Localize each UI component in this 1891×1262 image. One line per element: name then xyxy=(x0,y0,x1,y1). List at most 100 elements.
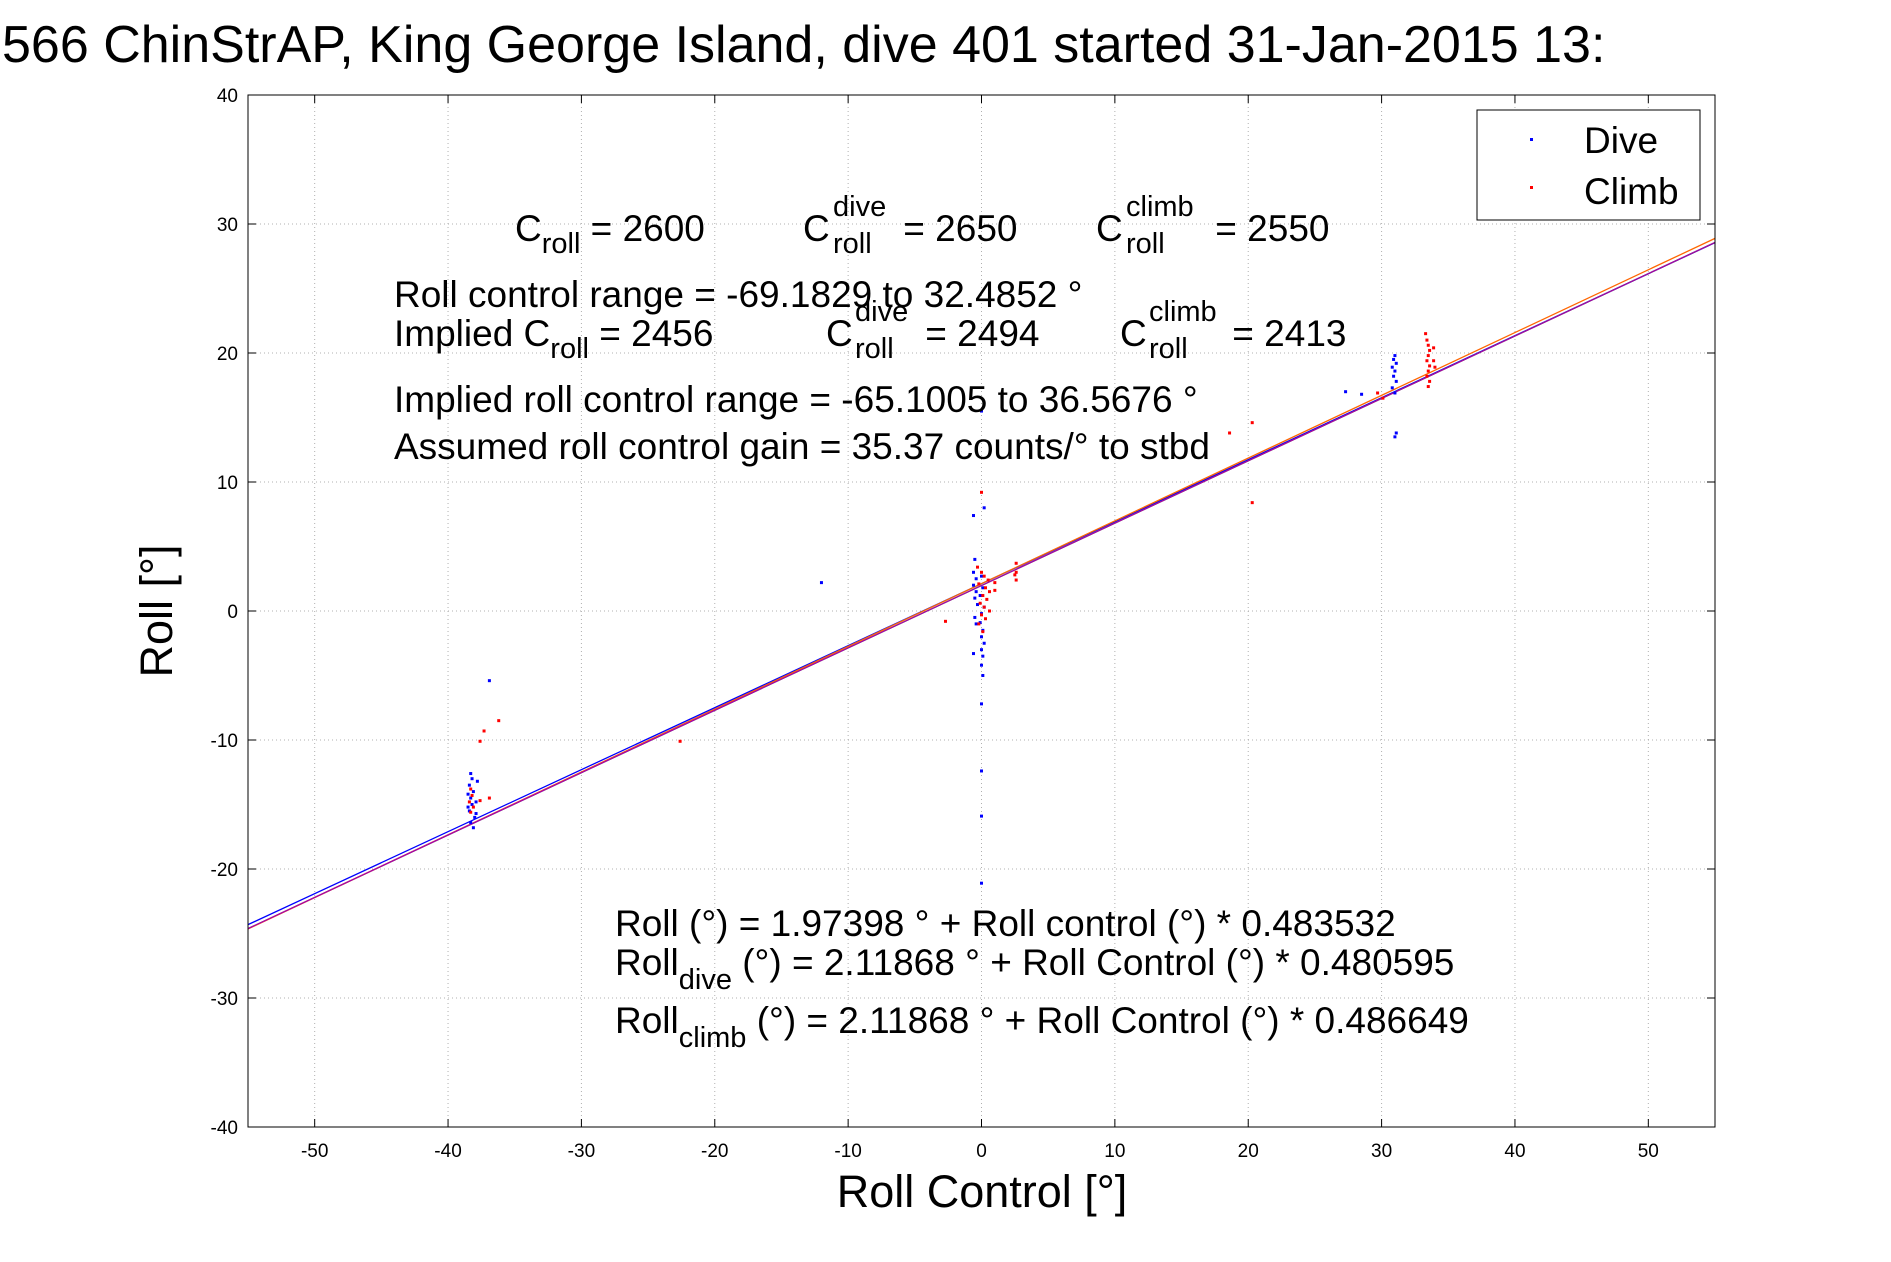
climb-point xyxy=(988,609,992,613)
climb-point xyxy=(1428,348,1432,352)
dive-point xyxy=(471,790,475,794)
dive-point xyxy=(471,826,475,830)
climb-point xyxy=(1426,385,1430,389)
climb-point xyxy=(471,805,475,809)
roll-dive-equation: Rolldive (°) = 2.11868 ° + Roll Control … xyxy=(615,942,1454,996)
dive-point xyxy=(980,881,983,885)
legend-label-climb: Climb xyxy=(1584,171,1679,212)
climb-point xyxy=(977,622,981,626)
x-tick-label: -40 xyxy=(434,1141,461,1162)
data-points xyxy=(466,332,1437,885)
x-tick-label: 30 xyxy=(1371,1141,1392,1162)
climb-point xyxy=(1433,365,1437,369)
climb-point xyxy=(981,594,985,598)
climb-point xyxy=(1014,578,1018,582)
implied-range-annotation: Implied roll control range = -65.1005 to… xyxy=(394,379,1198,420)
dive-point xyxy=(466,805,470,809)
y-tick-label: 10 xyxy=(217,473,238,494)
climb-point xyxy=(986,578,990,582)
dive-point xyxy=(975,603,979,607)
x-tick-label: -10 xyxy=(834,1141,861,1162)
climb-point xyxy=(984,586,988,590)
dive-point xyxy=(467,783,471,787)
climb-point xyxy=(1424,332,1428,336)
dive-point xyxy=(980,409,983,413)
dive-point xyxy=(982,506,986,510)
y-tick-label: -30 xyxy=(211,989,238,1010)
dive-point xyxy=(980,574,983,578)
climb-point xyxy=(980,613,983,617)
dive-point xyxy=(1394,431,1398,435)
climb-point xyxy=(469,810,473,814)
dive-point xyxy=(466,792,470,796)
dive-point xyxy=(973,596,977,600)
legend-box xyxy=(1476,109,1701,221)
climb-point xyxy=(1426,369,1430,373)
dive-point xyxy=(475,779,479,783)
climb-point xyxy=(678,739,682,743)
climb-point xyxy=(1426,354,1430,358)
dive-point xyxy=(971,570,975,574)
x-tick-label: 50 xyxy=(1638,1141,1659,1162)
dive-point xyxy=(470,803,474,806)
x-tick-label: 10 xyxy=(1104,1141,1125,1162)
climb-point xyxy=(1428,379,1432,383)
x-tick-label: -30 xyxy=(568,1141,595,1162)
grid xyxy=(248,94,1715,1128)
chart-title: 566 ChinStrAP, King George Island, dive … xyxy=(2,16,1605,74)
dive-point xyxy=(971,583,975,587)
dive-point xyxy=(1392,374,1396,378)
y-tick-label: 30 xyxy=(217,215,238,236)
climb-point xyxy=(981,630,985,634)
x-tick-label: -50 xyxy=(301,1141,328,1162)
implied-c-dive-annotation: Cdive roll = 2494 xyxy=(826,296,1039,365)
dive-point xyxy=(981,654,985,658)
roll-control-range-annotation: Roll control range = -69.1829 to 32.4852… xyxy=(394,274,1082,315)
climb-point xyxy=(1425,338,1429,342)
legend-marker-dive xyxy=(1530,138,1533,141)
dive-point xyxy=(980,814,983,818)
climb-point xyxy=(1428,364,1432,368)
dive-point xyxy=(974,590,978,594)
dive-point xyxy=(974,622,978,626)
dive-point xyxy=(1394,379,1398,383)
x-tick-label: -20 xyxy=(701,1141,728,1162)
dive-point xyxy=(981,586,985,590)
x-tick-label: 40 xyxy=(1504,1141,1525,1162)
climb-point xyxy=(993,581,997,585)
c-climb-annotation: Cclimb roll = 2550 xyxy=(1096,191,1329,260)
climb-point xyxy=(975,565,979,569)
dive-point xyxy=(971,652,975,656)
y-axis-title: Roll [°] xyxy=(131,544,182,677)
dive-point xyxy=(474,812,478,816)
dive-point xyxy=(973,557,977,561)
climb-point xyxy=(478,799,482,803)
dive-point xyxy=(469,772,473,776)
climb-point xyxy=(1228,431,1232,435)
dive-point xyxy=(978,594,982,598)
y-tick-label: -40 xyxy=(211,1118,238,1139)
y-tick-label: 20 xyxy=(217,344,238,365)
y-tick-label: 0 xyxy=(227,602,238,623)
roll-climb-equation: Rollclimb (°) = 2.11868 ° + Roll Control… xyxy=(615,1000,1469,1054)
fit-lines xyxy=(247,237,1716,930)
dive-point xyxy=(980,702,983,706)
dive-point xyxy=(980,769,983,773)
climb-point xyxy=(1250,421,1254,425)
dive-point xyxy=(1393,391,1397,395)
dive-point xyxy=(980,635,983,639)
dive-point xyxy=(1394,361,1398,365)
dive-point xyxy=(1344,390,1348,394)
implied-c-climb-annotation: Cclimb roll = 2413 xyxy=(1120,296,1346,365)
y-tick-label: -20 xyxy=(211,860,238,881)
dive-point xyxy=(1392,357,1396,361)
climb-point xyxy=(1013,573,1017,577)
dive-point xyxy=(470,777,474,781)
climb-point xyxy=(497,719,501,723)
climb-point xyxy=(1432,359,1436,363)
implied-c-roll-annotation: Implied Croll = 2456 xyxy=(394,313,713,365)
dive-point xyxy=(1393,435,1397,439)
y-tick-label: -10 xyxy=(211,731,238,752)
climb-point xyxy=(978,601,982,605)
